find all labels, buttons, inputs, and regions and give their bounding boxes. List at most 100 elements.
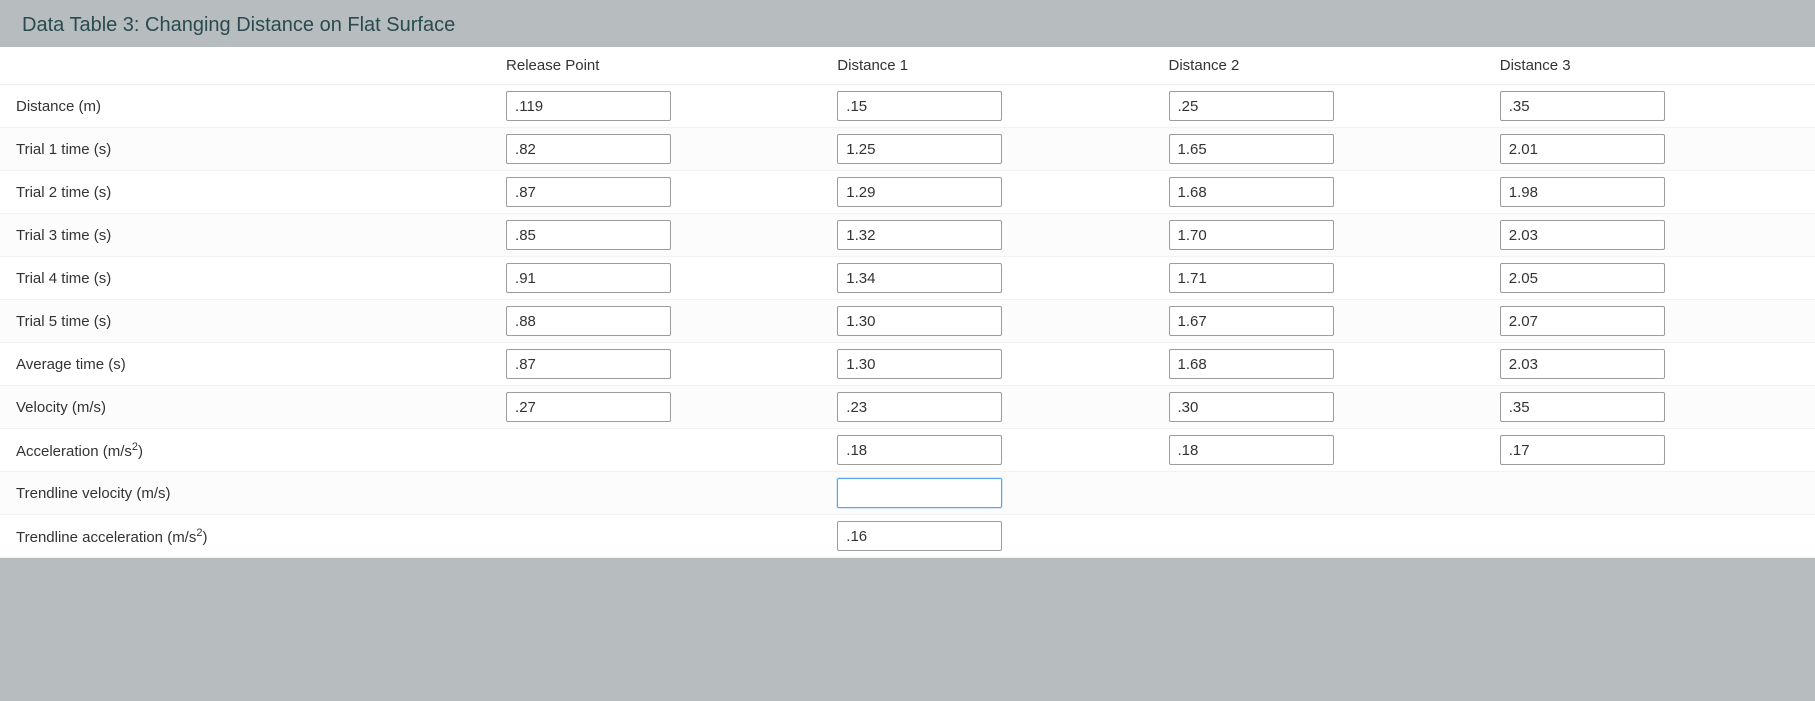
header-release-point: Release Point	[490, 47, 821, 85]
input-velocity-release[interactable]	[506, 392, 671, 422]
cell-avg-d2	[1153, 343, 1484, 386]
row-label-trial4: Trial 4 time (s)	[0, 257, 490, 300]
input-trial2-d2[interactable]	[1169, 177, 1334, 207]
row-label-trend_a: Trendline acceleration (m/s2)	[0, 515, 490, 558]
input-accel-d1[interactable]	[837, 435, 1002, 465]
input-trial1-d3[interactable]	[1500, 134, 1665, 164]
input-trial4-d1[interactable]	[837, 263, 1002, 293]
table-row-trial3: Trial 3 time (s)	[0, 214, 1815, 257]
cell-trial3-release	[490, 214, 821, 257]
input-trial3-d3[interactable]	[1500, 220, 1665, 250]
page-container: Data Table 3: Changing Distance on Flat …	[0, 0, 1815, 558]
cell-distance-d2	[1153, 85, 1484, 128]
header-distance-2: Distance 2	[1153, 47, 1484, 85]
input-trial5-d2[interactable]	[1169, 306, 1334, 336]
input-trial1-d2[interactable]	[1169, 134, 1334, 164]
row-label-accel: Acceleration (m/s2)	[0, 429, 490, 472]
input-avg-d2[interactable]	[1169, 349, 1334, 379]
input-avg-d3[interactable]	[1500, 349, 1665, 379]
input-trial3-release[interactable]	[506, 220, 671, 250]
input-trial4-d2[interactable]	[1169, 263, 1334, 293]
cell-accel-d2	[1153, 429, 1484, 472]
input-trend_a-d1[interactable]	[837, 521, 1002, 551]
cell-trial5-d2	[1153, 300, 1484, 343]
input-distance-release[interactable]	[506, 91, 671, 121]
row-label-trial3: Trial 3 time (s)	[0, 214, 490, 257]
cell-trial2-d1	[821, 171, 1152, 214]
cell-avg-d1	[821, 343, 1152, 386]
cell-trend_v-d2	[1153, 472, 1484, 515]
table-row-avg: Average time (s)	[0, 343, 1815, 386]
input-accel-d2[interactable]	[1169, 435, 1334, 465]
cell-trial1-release	[490, 128, 821, 171]
cell-distance-d1	[821, 85, 1152, 128]
input-distance-d2[interactable]	[1169, 91, 1334, 121]
cell-trial5-d3	[1484, 300, 1815, 343]
header-row: Release Point Distance 1 Distance 2 Dist…	[0, 47, 1815, 85]
cell-velocity-release	[490, 386, 821, 429]
input-trial4-d3[interactable]	[1500, 263, 1665, 293]
input-trial5-release[interactable]	[506, 306, 671, 336]
cell-velocity-d3	[1484, 386, 1815, 429]
cell-distance-d3	[1484, 85, 1815, 128]
row-label-trial2: Trial 2 time (s)	[0, 171, 490, 214]
data-table-3: Release Point Distance 1 Distance 2 Dist…	[0, 47, 1815, 558]
input-trial4-release[interactable]	[506, 263, 671, 293]
cell-trial3-d1	[821, 214, 1152, 257]
header-blank	[0, 47, 490, 85]
cell-accel-release	[490, 429, 821, 472]
cell-trial5-release	[490, 300, 821, 343]
input-trial2-release[interactable]	[506, 177, 671, 207]
input-accel-d3[interactable]	[1500, 435, 1665, 465]
input-trial2-d1[interactable]	[837, 177, 1002, 207]
row-label-avg: Average time (s)	[0, 343, 490, 386]
cell-trial2-d2	[1153, 171, 1484, 214]
row-label-velocity: Velocity (m/s)	[0, 386, 490, 429]
cell-trial4-release	[490, 257, 821, 300]
cell-trend_v-release	[490, 472, 821, 515]
cell-distance-release	[490, 85, 821, 128]
table-row-trend_a: Trendline acceleration (m/s2)	[0, 515, 1815, 558]
input-distance-d1[interactable]	[837, 91, 1002, 121]
cell-trial1-d1	[821, 128, 1152, 171]
input-avg-release[interactable]	[506, 349, 671, 379]
cell-velocity-d1	[821, 386, 1152, 429]
cell-accel-d1	[821, 429, 1152, 472]
input-trial1-d1[interactable]	[837, 134, 1002, 164]
input-trial3-d2[interactable]	[1169, 220, 1334, 250]
table-row-trial5: Trial 5 time (s)	[0, 300, 1815, 343]
input-velocity-d2[interactable]	[1169, 392, 1334, 422]
table-row-distance: Distance (m)	[0, 85, 1815, 128]
input-trial5-d1[interactable]	[837, 306, 1002, 336]
table-row-trial2: Trial 2 time (s)	[0, 171, 1815, 214]
input-trial2-d3[interactable]	[1500, 177, 1665, 207]
input-trial5-d3[interactable]	[1500, 306, 1665, 336]
cell-accel-d3	[1484, 429, 1815, 472]
table-row-trend_v: Trendline velocity (m/s)	[0, 472, 1815, 515]
cell-trend_a-d2	[1153, 515, 1484, 558]
input-velocity-d1[interactable]	[837, 392, 1002, 422]
input-trend_v-d1[interactable]	[837, 478, 1002, 508]
cell-trial4-d3	[1484, 257, 1815, 300]
input-avg-d1[interactable]	[837, 349, 1002, 379]
table-row-accel: Acceleration (m/s2)	[0, 429, 1815, 472]
cell-trial4-d2	[1153, 257, 1484, 300]
row-label-trial5: Trial 5 time (s)	[0, 300, 490, 343]
header-distance-1: Distance 1	[821, 47, 1152, 85]
input-trial3-d1[interactable]	[837, 220, 1002, 250]
input-trial1-release[interactable]	[506, 134, 671, 164]
cell-trial1-d3	[1484, 128, 1815, 171]
cell-trend_v-d3	[1484, 472, 1815, 515]
row-label-trend_v: Trendline velocity (m/s)	[0, 472, 490, 515]
table-title: Data Table 3: Changing Distance on Flat …	[0, 0, 1815, 47]
cell-trial2-release	[490, 171, 821, 214]
cell-trial3-d3	[1484, 214, 1815, 257]
cell-avg-release	[490, 343, 821, 386]
cell-trend_a-d1	[821, 515, 1152, 558]
table-row-velocity: Velocity (m/s)	[0, 386, 1815, 429]
input-distance-d3[interactable]	[1500, 91, 1665, 121]
table-row-trial1: Trial 1 time (s)	[0, 128, 1815, 171]
cell-trend_a-d3	[1484, 515, 1815, 558]
input-velocity-d3[interactable]	[1500, 392, 1665, 422]
table-row-trial4: Trial 4 time (s)	[0, 257, 1815, 300]
